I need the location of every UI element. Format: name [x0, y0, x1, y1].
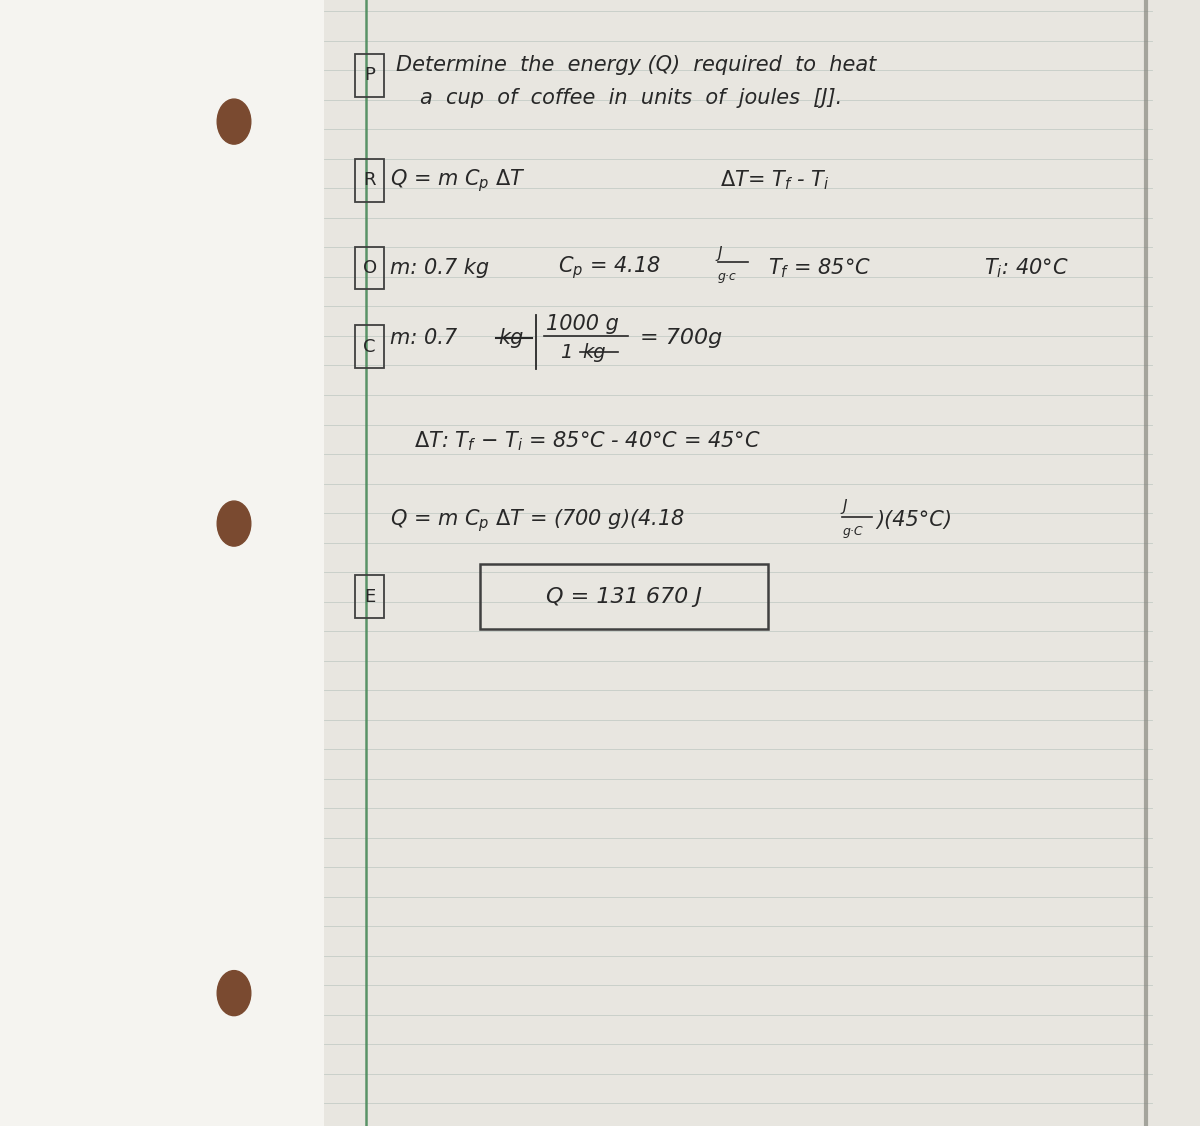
Text: O: O — [362, 259, 377, 277]
Ellipse shape — [217, 971, 251, 1016]
Text: P: P — [364, 66, 376, 84]
Text: 1: 1 — [560, 343, 572, 361]
Text: a  cup  of  coffee  in  units  of  joules  [J].: a cup of coffee in units of joules [J]. — [420, 88, 842, 108]
Text: J: J — [842, 499, 847, 515]
Text: m: 0.7: m: 0.7 — [390, 328, 457, 348]
Text: )(45°C): )(45°C) — [876, 510, 952, 530]
Text: $\Delta$T= T$_f$ - T$_i$: $\Delta$T= T$_f$ - T$_i$ — [720, 169, 829, 191]
Text: Q = m C$_p$ $\Delta$T: Q = m C$_p$ $\Delta$T — [390, 167, 526, 194]
Text: R: R — [364, 171, 376, 189]
Text: Q = m C$_p$ $\Delta$T = (700 g)(4.18: Q = m C$_p$ $\Delta$T = (700 g)(4.18 — [390, 507, 685, 534]
Text: g·C: g·C — [842, 525, 863, 538]
Bar — [355, 247, 384, 289]
Text: T$_i$: 40°C: T$_i$: 40°C — [984, 257, 1069, 279]
Text: J: J — [718, 245, 722, 261]
Bar — [355, 325, 384, 368]
Text: m: 0.7 kg: m: 0.7 kg — [390, 258, 490, 278]
Text: E: E — [364, 588, 376, 606]
Text: = 700g: = 700g — [640, 328, 722, 348]
Text: g·c: g·c — [718, 270, 737, 284]
Bar — [355, 159, 384, 202]
Text: T$_f$ = 85°C: T$_f$ = 85°C — [768, 257, 871, 279]
Text: $\Delta$T: T$_f$ $-$ T$_i$ = 85°C - 40°C = 45°C: $\Delta$T: T$_f$ $-$ T$_i$ = 85°C - 40°C… — [414, 430, 761, 453]
Bar — [355, 54, 384, 97]
Bar — [355, 575, 384, 618]
Text: kg: kg — [582, 343, 606, 361]
Bar — [480, 564, 768, 629]
Ellipse shape — [217, 501, 251, 546]
Text: 1000 g: 1000 g — [546, 314, 619, 334]
Text: Q = 131 670 J: Q = 131 670 J — [546, 587, 702, 607]
Ellipse shape — [217, 99, 251, 144]
Text: C$_p$ = 4.18: C$_p$ = 4.18 — [558, 254, 661, 282]
Text: Determine  the  energy (Q)  required  to  heat: Determine the energy (Q) required to hea… — [396, 55, 876, 75]
Text: kg: kg — [498, 328, 523, 348]
Text: C: C — [364, 338, 376, 356]
